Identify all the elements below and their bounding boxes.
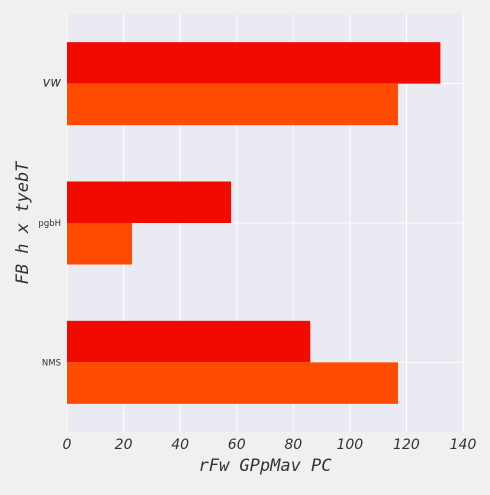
bar-pgbH-series-1: [67, 181, 232, 223]
bars: [67, 42, 441, 404]
x-tick-label: 40: [171, 437, 189, 453]
x-tick-label: 0: [63, 437, 72, 453]
y-tick-label: vw: [43, 76, 62, 91]
x-tick-label: 80: [284, 437, 302, 453]
x-axis-label: rFw GPpMav PC: [198, 456, 332, 476]
x-tick-label: 20: [115, 437, 133, 453]
bar-NMS-series-1: [67, 320, 311, 363]
bar-vw-series-1: [67, 42, 441, 84]
y-axis-label: FB h x tyebT: [13, 160, 33, 285]
y-tick-label: NMS: [42, 358, 61, 368]
x-tick-label: 120: [393, 437, 420, 453]
x-tick-label: 100: [336, 437, 363, 453]
x-tick-label: 60: [228, 437, 246, 453]
x-tick-labels: 0 20 40 60 80 100 120 140: [63, 437, 477, 453]
bar-vw-series-2: [67, 83, 398, 126]
bar-NMS-series-2: [67, 362, 398, 404]
bar-pgbH-series-2: [67, 223, 133, 265]
y-tick-label: pgbH: [38, 219, 61, 229]
x-tick-label: 140: [450, 437, 477, 453]
y-tick-labels: NMS pgbH vw: [38, 76, 61, 369]
